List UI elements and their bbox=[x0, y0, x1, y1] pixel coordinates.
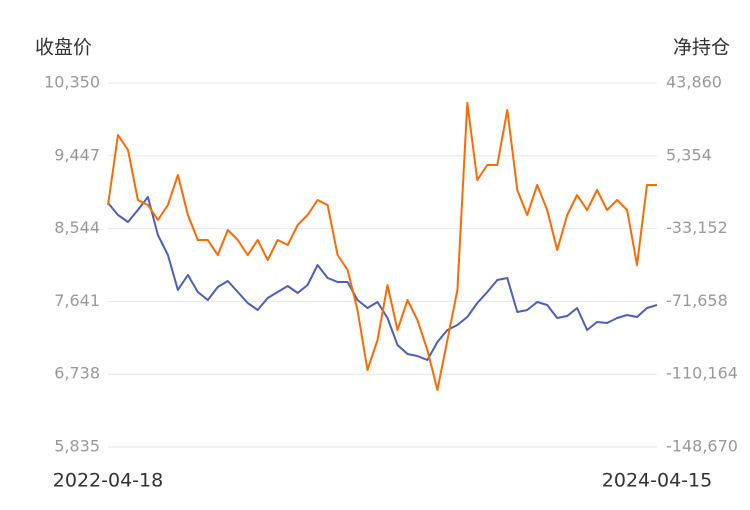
x-tick-label: 2022-04-18 bbox=[53, 470, 163, 492]
y-tick-label: 10,350 bbox=[44, 73, 100, 92]
y-axis-title: 收盘价 bbox=[35, 37, 92, 59]
y2-tick-label: 43,860 bbox=[666, 73, 722, 92]
y-tick-label: 6,738 bbox=[54, 364, 100, 383]
y-tick-label: 7,641 bbox=[54, 291, 100, 310]
series-line bbox=[107, 102, 657, 391]
y2-tick-label: 5,354 bbox=[666, 145, 712, 164]
x-tick-label: 2024-04-15 bbox=[602, 470, 712, 492]
y2-tick-label: -110,164 bbox=[666, 364, 738, 383]
y2-tick-label: -148,670 bbox=[666, 437, 738, 456]
y2-tick-label: -33,152 bbox=[666, 218, 728, 237]
y-tick-label: 8,544 bbox=[54, 218, 100, 237]
y2-tick-label: -71,658 bbox=[666, 291, 728, 310]
y-tick-label: 5,835 bbox=[54, 437, 100, 456]
y-tick-label: 9,447 bbox=[54, 145, 100, 164]
y2-axis-title: 净持仓 bbox=[673, 37, 730, 59]
